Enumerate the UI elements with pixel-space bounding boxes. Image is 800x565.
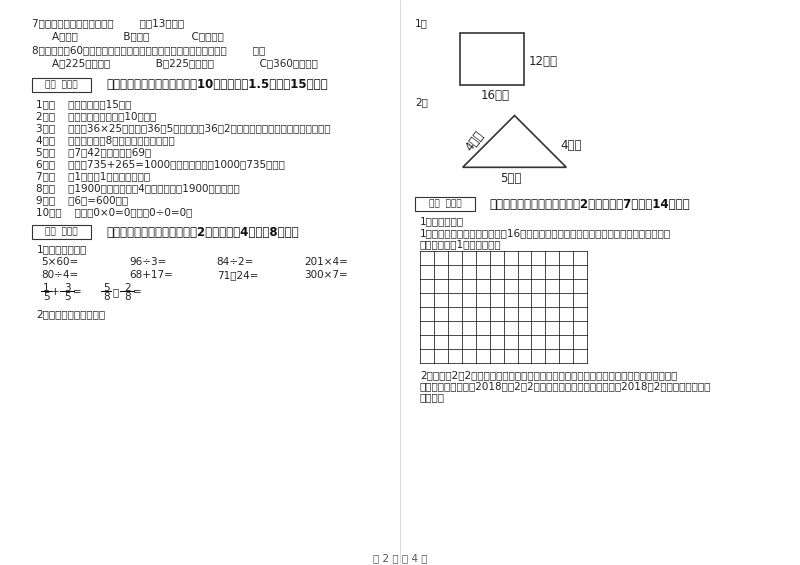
Text: 三、仔细推敲，正确判断（共10小题，每题1.5分，共15分）。: 三、仔细推敲，正确判断（共10小题，每题1.5分，共15分）。 xyxy=(106,78,328,91)
Text: 五、认真思考，综合能力（共2小题，每题7分，共14分）。: 五、认真思考，综合能力（共2小题，每题7分，共14分）。 xyxy=(490,198,690,211)
Text: 1．直接写得数。: 1．直接写得数。 xyxy=(37,244,87,254)
Text: 71－24=: 71－24= xyxy=(217,270,258,280)
Text: 得分  评卷人: 得分 评卷人 xyxy=(45,228,78,237)
Text: 9、（    ）6分=600秒。: 9、（ ）6分=600秒。 xyxy=(37,195,129,205)
Text: 3: 3 xyxy=(64,283,70,293)
Text: 5: 5 xyxy=(43,292,50,302)
Text: 得分  评卷人: 得分 评卷人 xyxy=(429,199,461,208)
FancyBboxPatch shape xyxy=(415,197,474,211)
FancyBboxPatch shape xyxy=(31,77,91,92)
Text: 84÷2=: 84÷2= xyxy=(217,257,254,267)
Text: A．一定              B．可能             C．不可能: A．一定 B．可能 C．不可能 xyxy=(39,31,224,41)
Text: A．225平方分米              B．225平方厘米              C．360平方厘米: A．225平方分米 B．225平方厘米 C．360平方厘米 xyxy=(39,58,318,68)
Text: 300×7=: 300×7= xyxy=(304,270,348,280)
Text: 201×4=: 201×4= xyxy=(304,257,348,267)
Text: =: = xyxy=(133,287,142,297)
Text: 得分  评卷人: 得分 评卷人 xyxy=(45,80,78,89)
Text: 答问题。: 答问题。 xyxy=(420,393,445,402)
Polygon shape xyxy=(462,115,566,167)
Text: 68+17=: 68+17= xyxy=(129,270,173,280)
Text: 5分米: 5分米 xyxy=(501,172,522,185)
Text: 2: 2 xyxy=(124,283,130,293)
Text: 10、（    ）因为0×0=0，所以0÷0=0。: 10、（ ）因为0×0=0，所以0÷0=0。 xyxy=(37,207,193,217)
Text: 5: 5 xyxy=(103,283,110,293)
FancyBboxPatch shape xyxy=(31,225,91,239)
Text: =: = xyxy=(73,287,82,297)
Text: 8: 8 xyxy=(124,292,130,302)
Text: 然资源和生态环境。2018年的2月2日是星期五，请你根据信息制作2018年2月份的月历，并回: 然资源和生态环境。2018年的2月2日是星期五，请你根据信息制作2018年2月份… xyxy=(420,381,711,392)
Text: （每一小格为1平方厘米）。: （每一小格为1平方厘米）。 xyxy=(420,239,502,249)
Text: 8、（    ）1900年的年份整是4的倍数，所以1900年是闰年。: 8、（ ）1900年的年份整是4的倍数，所以1900年是闰年。 xyxy=(37,183,240,193)
Text: 1、（    ）李老师身高15米。: 1、（ ）李老师身高15米。 xyxy=(37,99,132,110)
Text: 1: 1 xyxy=(43,283,50,293)
Text: 80÷4=: 80÷4= xyxy=(42,270,78,280)
Text: 第 2 页 共 4 页: 第 2 页 共 4 页 xyxy=(373,553,427,563)
Text: 4分米: 4分米 xyxy=(463,129,486,154)
Text: 1．: 1． xyxy=(415,18,428,28)
Text: 3、（    ）计算36×25时，先把36和5相乘，再把36和2相乘，最后把两次乘得的结果相加。: 3、（ ）计算36×25时，先把36和5相乘，再把36和2相乘，最后把两次乘得的… xyxy=(37,124,331,133)
Text: －: － xyxy=(112,287,118,297)
Text: 1．在下面方格纸上画出面积是16平方厘米的长方形和正方形，标出相应的长、宽或边长: 1．在下面方格纸上画出面积是16平方厘米的长方形和正方形，标出相应的长、宽或边长 xyxy=(420,228,671,238)
Text: 2．求下面图形的周长。: 2．求下面图形的周长。 xyxy=(37,308,106,319)
Text: 4、（    ）一个两位乘8，积一定也是两为数。: 4、（ ）一个两位乘8，积一定也是两为数。 xyxy=(37,136,175,145)
Text: 2、（    ）小明家客厅面积是10公顷。: 2、（ ）小明家客厅面积是10公顷。 xyxy=(37,111,157,121)
Bar xyxy=(460,33,525,85)
Text: 5: 5 xyxy=(64,292,70,302)
Text: 5×60=: 5×60= xyxy=(42,257,78,267)
Text: 4分米: 4分米 xyxy=(560,140,582,153)
Text: 四、看清题目，细心计算（共2小题，每题4分，共8分）。: 四、看清题目，细心计算（共2小题，每题4分，共8分）。 xyxy=(106,225,299,238)
Text: 1．动手操作。: 1．动手操作。 xyxy=(420,216,464,226)
Text: 7．按农历计算，有的年份（        ）有13个月。: 7．按农历计算，有的年份（ ）有13个月。 xyxy=(31,18,184,28)
Text: 12厘米: 12厘米 xyxy=(529,55,558,68)
Text: +: + xyxy=(51,287,60,297)
Text: 8: 8 xyxy=(103,292,110,302)
Text: 6、（    ）根据735+265=1000，可以直接写出1000－735的差。: 6、（ ）根据735+265=1000，可以直接写出1000－735的差。 xyxy=(37,159,286,170)
Text: 2．每年的2月2日是世界湿地日。在这一天，世界各国都举行不同形式的活动来宣传保护自: 2．每年的2月2日是世界湿地日。在这一天，世界各国都举行不同形式的活动来宣传保护… xyxy=(420,371,678,380)
Text: 7、（    ）1吨铁与1吨棉花一样重。: 7、（ ）1吨铁与1吨棉花一样重。 xyxy=(37,171,150,181)
Text: 8．把一根长60厘米的铁丝围成一个正方形，这个正方形的面积是（        ）。: 8．把一根长60厘米的铁丝围成一个正方形，这个正方形的面积是（ ）。 xyxy=(31,45,265,55)
Text: 5、（    ）7个42相加的和是69。: 5、（ ）7个42相加的和是69。 xyxy=(37,147,152,158)
Text: 16厘米: 16厘米 xyxy=(480,89,509,102)
Text: 96÷3=: 96÷3= xyxy=(129,257,166,267)
Text: 2．: 2． xyxy=(415,98,428,107)
